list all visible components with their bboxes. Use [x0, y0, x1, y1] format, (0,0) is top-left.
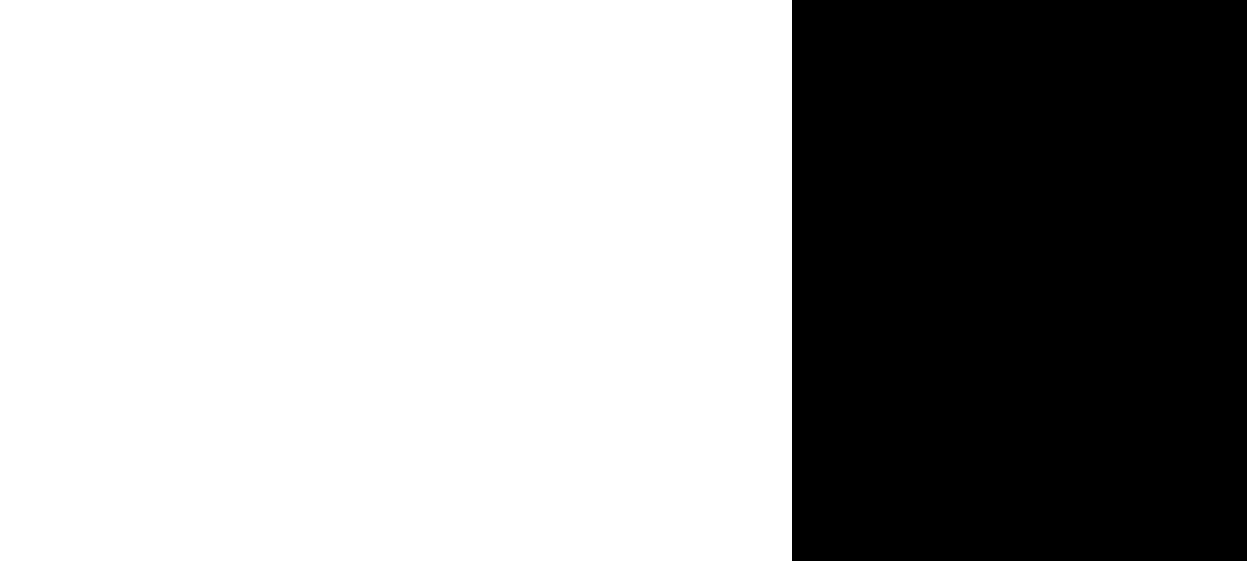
Text: 18.74 actual birthrate for 1965: 18.74 actual birthrate for 1965	[271, 204, 542, 245]
Text: 28.85 extrapolated birthrate for 1965: 28.85 extrapolated birthrate for 1965	[271, 108, 586, 136]
Title: B.C. Births per 1000 Population: B.C. Births per 1000 Population	[254, 39, 600, 57]
X-axis label: Year: Year	[407, 523, 448, 541]
